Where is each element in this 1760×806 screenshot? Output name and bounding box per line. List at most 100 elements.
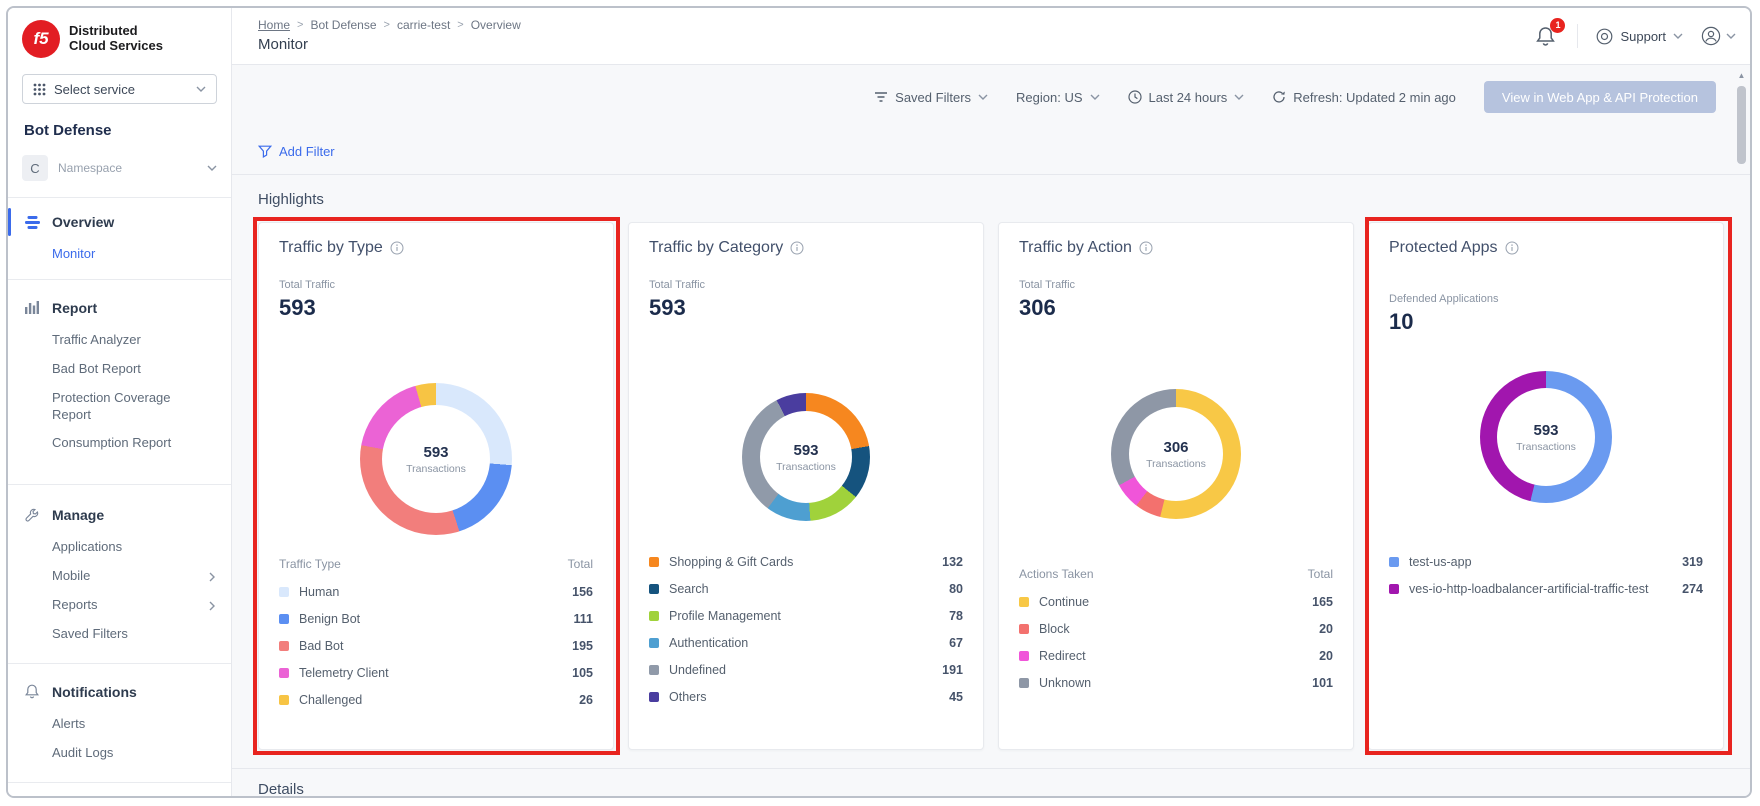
sidebar-item-protection-coverage-report[interactable]: Protection Coverage Report xyxy=(8,384,198,430)
sidebar-item-workspace-info[interactable]: Workspace Info xyxy=(8,793,231,798)
sidebar-item-traffic-analyzer[interactable]: Traffic Analyzer xyxy=(8,326,231,355)
refresh-status[interactable]: Refresh: Updated 2 min ago xyxy=(1272,90,1456,105)
sidebar-item-report[interactable]: Report xyxy=(8,290,231,326)
legend-swatch xyxy=(279,587,289,597)
legend-item[interactable]: test-us-app 319 xyxy=(1389,553,1703,571)
legend-swatch xyxy=(279,668,289,678)
view-in-waap-button[interactable]: View in Web App & API Protection xyxy=(1484,81,1716,113)
legend: Shopping & Gift Cards 132 Search 80 Prof… xyxy=(649,553,963,715)
sidebar-item-overview[interactable]: Overview xyxy=(8,204,231,240)
donut-chart-traffic-by-category[interactable]: 593 Transactions xyxy=(742,393,870,521)
metric-label: Defended Applications xyxy=(1389,293,1498,305)
namespace-label: Namespace xyxy=(58,161,197,175)
saved-filters-dropdown[interactable]: Saved Filters xyxy=(874,90,988,105)
legend-swatch xyxy=(649,638,659,648)
sidebar-item-consumption-report[interactable]: Consumption Report xyxy=(8,429,231,458)
user-menu[interactable] xyxy=(1701,26,1736,46)
refresh-icon xyxy=(1272,90,1286,104)
legend-swatch xyxy=(1019,678,1029,688)
legend-swatch xyxy=(279,695,289,705)
chevron-right-icon xyxy=(209,601,215,611)
breadcrumb-carrie-test[interactable]: carrie-test xyxy=(397,18,450,32)
region-dropdown[interactable]: Region: US xyxy=(1016,90,1099,105)
legend-swatch xyxy=(279,641,289,651)
legend-item[interactable]: Continue 165 xyxy=(1019,593,1333,611)
legend: test-us-app 319 ves-io-http-loadbalancer… xyxy=(1389,553,1703,607)
legend-swatch xyxy=(649,692,659,702)
chevron-down-icon xyxy=(196,86,206,92)
legend-item[interactable]: ves-io-http-loadbalancer-artificial-traf… xyxy=(1389,580,1703,598)
breadcrumb-home[interactable]: Home xyxy=(258,18,290,32)
sidebar-item-bad-bot-report[interactable]: Bad Bot Report xyxy=(8,355,231,384)
sidebar-divider xyxy=(8,663,231,664)
sidebar: f5 Distributed Cloud Services Select ser… xyxy=(8,8,232,796)
breadcrumb-overview: Overview xyxy=(471,18,521,32)
card-protected-apps: Protected Apps Defended Applications 10 … xyxy=(1368,222,1724,750)
sidebar-item-notifications[interactable]: Notifications xyxy=(8,674,231,710)
legend-item[interactable]: Redirect 20 xyxy=(1019,647,1333,665)
clock-icon xyxy=(1128,90,1142,104)
legend-item[interactable]: Others 45 xyxy=(649,688,963,706)
namespace-selector[interactable]: C Namespace xyxy=(22,149,217,187)
breadcrumb-bot-defense[interactable]: Bot Defense xyxy=(310,18,376,32)
sidebar-divider xyxy=(8,484,231,485)
legend-item[interactable]: Benign Bot 111 xyxy=(279,610,593,628)
donut-chart-protected-apps[interactable]: 593 Transactions xyxy=(1480,371,1612,503)
legend-swatch xyxy=(1389,557,1399,567)
info-icon[interactable] xyxy=(1505,241,1519,255)
sidebar-divider xyxy=(8,782,231,783)
metric-value: 10 xyxy=(1389,309,1498,335)
sidebar-item-saved-filters[interactable]: Saved Filters xyxy=(8,620,231,649)
donut-center-value: 593 xyxy=(423,444,448,461)
breadcrumb: Home > Bot Defense > carrie-test > Overv… xyxy=(258,18,521,32)
donut-chart-traffic-by-type[interactable]: 593 Transactions xyxy=(360,383,512,535)
legend-item[interactable]: Profile Management 78 xyxy=(649,607,963,625)
sidebar-item-label: Overview xyxy=(52,214,114,230)
sidebar-item-audit-logs[interactable]: Audit Logs xyxy=(8,739,231,768)
highlights-section-title: Highlights xyxy=(232,175,1750,222)
legend-item[interactable]: Human 156 xyxy=(279,583,593,601)
sidebar-item-applications[interactable]: Applications xyxy=(8,533,231,562)
card-traffic-by-action: Traffic by Action Total Traffic 306 306 … xyxy=(998,222,1354,750)
app-window: f5 Distributed Cloud Services Select ser… xyxy=(6,6,1752,798)
legend-item[interactable]: Challenged 26 xyxy=(279,691,593,709)
scrollbar[interactable]: ▲ xyxy=(1735,71,1748,164)
info-icon[interactable] xyxy=(790,241,804,255)
legend-swatch xyxy=(1019,597,1029,607)
scrollbar-thumb[interactable] xyxy=(1737,86,1746,164)
legend-item[interactable]: Authentication 67 xyxy=(649,634,963,652)
scrollbar-up-arrow[interactable]: ▲ xyxy=(1738,71,1746,81)
legend-item[interactable]: Telemetry Client 105 xyxy=(279,664,593,682)
namespace-avatar: C xyxy=(22,155,48,181)
funnel-icon xyxy=(258,145,272,158)
info-icon[interactable] xyxy=(1139,241,1153,255)
sidebar-item-reports[interactable]: Reports xyxy=(8,591,231,620)
sidebar-item-manage[interactable]: Manage xyxy=(8,497,231,533)
add-filter-button[interactable]: Add Filter xyxy=(258,144,335,159)
notification-badge: 1 xyxy=(1550,18,1565,33)
legend-swatch xyxy=(1019,651,1029,661)
select-service-dropdown[interactable]: Select service xyxy=(22,74,217,104)
card-title: Traffic by Type xyxy=(279,239,383,257)
legend-item[interactable]: Shopping & Gift Cards 132 xyxy=(649,553,963,571)
sidebar-item-monitor[interactable]: Monitor xyxy=(8,240,231,269)
legend-header: Actions Taken xyxy=(1019,567,1094,581)
card-traffic-by-type: Traffic by Type Total Traffic 593 593 Tr… xyxy=(258,222,614,750)
support-menu[interactable]: Support xyxy=(1596,28,1683,45)
donut-chart-traffic-by-action[interactable]: 306 Transactions xyxy=(1111,389,1241,519)
info-icon[interactable] xyxy=(390,241,404,255)
grid-icon xyxy=(33,83,46,96)
sidebar-item-alerts[interactable]: Alerts xyxy=(8,710,231,739)
notifications-bell-button[interactable]: 1 xyxy=(1532,22,1559,51)
product-title: Bot Defense xyxy=(8,104,231,143)
legend-item[interactable]: Undefined 191 xyxy=(649,661,963,679)
legend-item[interactable]: Unknown 101 xyxy=(1019,674,1333,692)
donut-center-value: 593 xyxy=(793,442,818,459)
time-range-dropdown[interactable]: Last 24 hours xyxy=(1128,90,1245,105)
chevron-down-icon xyxy=(1234,94,1244,100)
main-content: Saved Filters Region: US Last 24 xyxy=(232,65,1750,796)
legend-item[interactable]: Block 20 xyxy=(1019,620,1333,638)
legend-item[interactable]: Bad Bot 195 xyxy=(279,637,593,655)
sidebar-item-mobile[interactable]: Mobile xyxy=(8,562,231,591)
legend-item[interactable]: Search 80 xyxy=(649,580,963,598)
